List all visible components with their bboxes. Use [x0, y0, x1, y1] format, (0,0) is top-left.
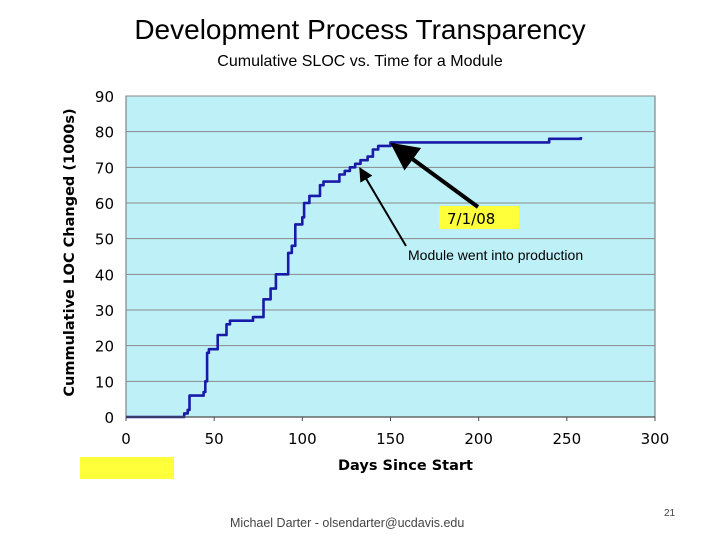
y-axis-title: Cummulative LOC Changed (1000s)	[62, 108, 78, 396]
footer-author: Michael Darter - olsendarter@ucdavis.edu	[230, 516, 465, 530]
y-tick-label: 70	[95, 159, 114, 177]
x-tick-label: 0	[121, 430, 131, 448]
page-number: 21	[664, 508, 676, 519]
x-tick-label: 250	[553, 430, 582, 448]
x-tick-label: 100	[288, 430, 317, 448]
x-axis-title: Days Since Start	[338, 458, 473, 474]
y-tick-label: 10	[95, 373, 114, 391]
annotation-date-label: 7/1/08	[447, 210, 495, 228]
y-tick-label: 40	[95, 266, 114, 284]
annotation-arrow-date	[390, 142, 480, 209]
y-tick-label: 90	[95, 88, 114, 106]
annotation-production-label: Module went into production	[408, 247, 583, 263]
y-tick-label: 30	[95, 302, 114, 320]
y-tick-label: 60	[95, 195, 114, 213]
start-date-highlight	[80, 457, 174, 479]
y-tick-label: 20	[95, 338, 114, 356]
date-highlight-box	[439, 206, 519, 229]
y-tick-label: 0	[104, 409, 114, 427]
slide-subtitle: Cumulative SLOC vs. Time for a Module	[217, 53, 503, 70]
y-tick-label: 50	[95, 231, 114, 249]
slide-title: Development Process Transparency	[134, 14, 586, 45]
x-tick-label: 200	[464, 430, 493, 448]
y-tick-label: 80	[95, 124, 114, 142]
x-tick-label: 50	[205, 430, 224, 448]
annotation-arrow-production	[359, 167, 407, 247]
x-tick-label: 300	[641, 430, 670, 448]
x-tick-label: 150	[376, 430, 405, 448]
series-line	[126, 137, 583, 419]
